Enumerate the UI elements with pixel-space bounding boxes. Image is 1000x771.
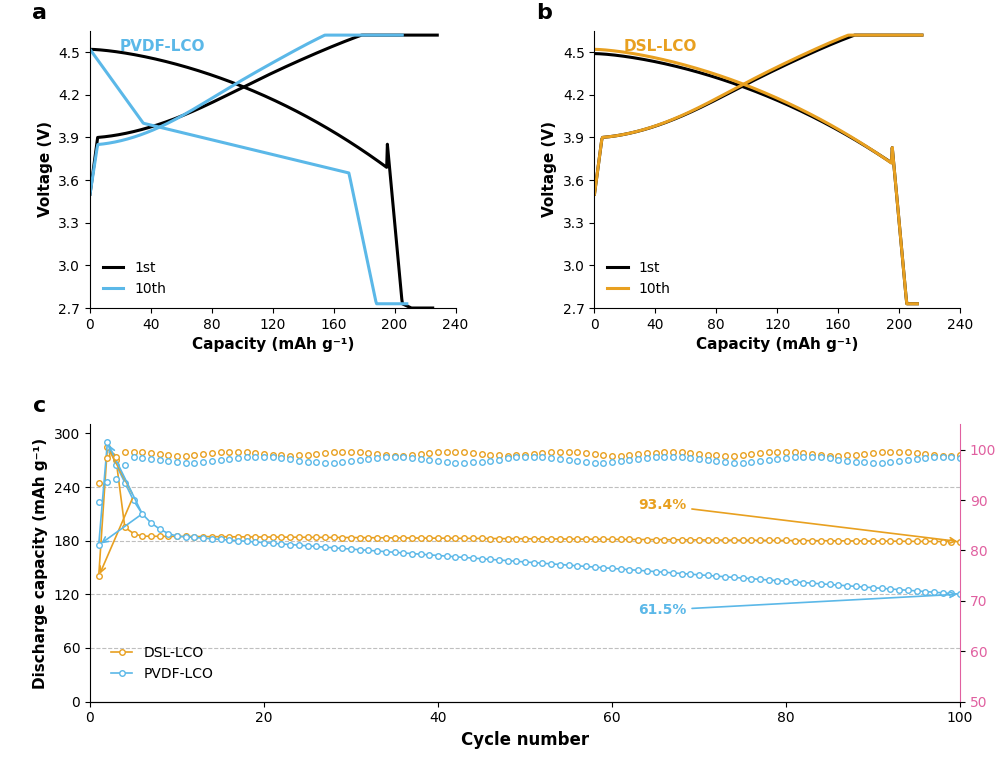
Text: 61.5%: 61.5% [638,592,955,617]
Line: DSL-LCO: DSL-LCO [96,444,963,579]
Text: b: b [536,2,552,22]
PVDF-LCO [893,585,905,594]
Text: DSL-LCO: DSL-LCO [624,39,697,54]
PVDF-LCO [267,539,279,548]
Y-axis label: Voltage (V): Voltage (V) [38,121,53,217]
DSL-LCO [954,537,966,547]
DSL-LCO [93,572,105,581]
Legend: 1st, 10th: 1st, 10th [97,255,172,301]
Text: 93.4%: 93.4% [638,498,955,544]
DSL-LCO [302,533,314,542]
DSL-LCO [101,442,113,451]
Text: c: c [33,396,47,416]
Legend: DSL-LCO, PVDF-LCO: DSL-LCO, PVDF-LCO [106,640,219,686]
PVDF-LCO [919,587,931,596]
Text: a: a [32,2,47,22]
Legend: 1st, 10th: 1st, 10th [601,255,676,301]
PVDF-LCO [954,590,966,599]
Text: PVDF-LCO: PVDF-LCO [119,39,205,54]
DSL-LCO [893,537,905,546]
PVDF-LCO [302,541,314,550]
Y-axis label: Discharge capacity (mAh g⁻¹): Discharge capacity (mAh g⁻¹) [33,437,48,689]
PVDF-LCO [545,559,557,568]
PVDF-LCO [93,540,105,550]
Line: PVDF-LCO: PVDF-LCO [96,439,963,597]
Y-axis label: Voltage (V): Voltage (V) [542,121,557,217]
DSL-LCO [615,535,627,544]
X-axis label: Capacity (mAh g⁻¹): Capacity (mAh g⁻¹) [192,337,354,352]
X-axis label: Capacity (mAh g⁻¹): Capacity (mAh g⁻¹) [696,337,858,352]
DSL-LCO [919,537,931,546]
DSL-LCO [267,533,279,542]
PVDF-LCO [615,564,627,574]
X-axis label: Cycle number: Cycle number [461,731,589,749]
PVDF-LCO [101,438,113,447]
DSL-LCO [545,534,557,544]
